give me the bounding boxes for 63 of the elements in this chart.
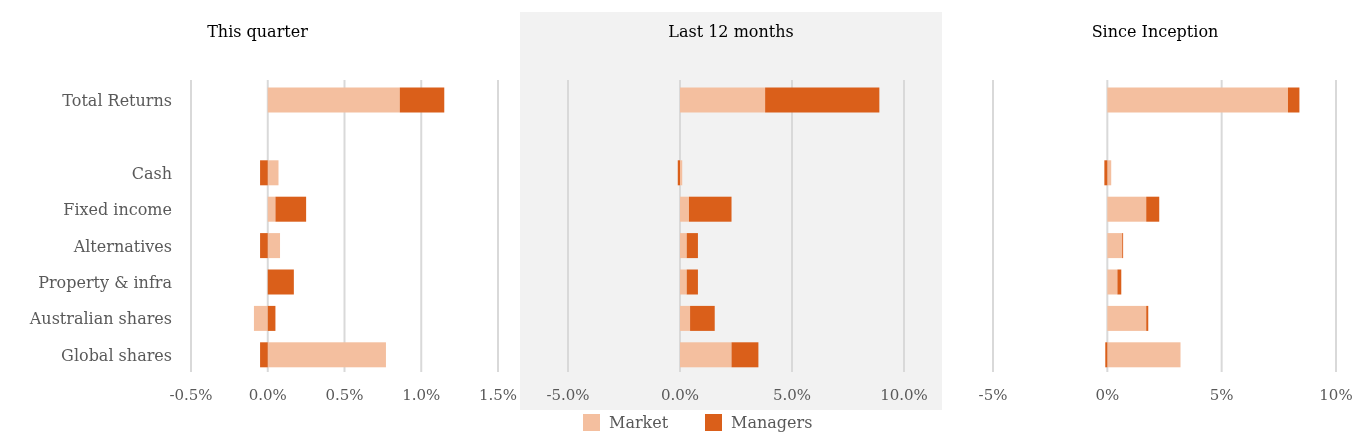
bar	[680, 342, 732, 368]
x-tick-label: 0.5%	[325, 386, 364, 404]
legend-label: Managers	[731, 413, 813, 432]
bar	[731, 342, 759, 368]
bar	[1107, 233, 1123, 259]
bar	[680, 196, 689, 222]
bar	[1107, 342, 1181, 368]
y-tick-label: Global shares	[61, 345, 172, 365]
bar	[1146, 196, 1160, 222]
bar	[275, 196, 307, 222]
bar	[688, 196, 732, 222]
bar	[267, 87, 400, 113]
y-tick-label: Total Returns	[62, 91, 172, 110]
bar	[260, 342, 268, 368]
x-tick-label: 1.0%	[402, 386, 441, 404]
bar	[260, 233, 268, 259]
x-tick-label: 5%	[1209, 386, 1234, 404]
chart-title: This quarter	[207, 22, 309, 41]
bar	[680, 305, 691, 331]
bar	[686, 269, 698, 295]
x-tick-label: 10%	[1319, 386, 1352, 404]
bar	[680, 233, 687, 259]
bar	[1287, 87, 1300, 113]
x-tick-label: 0%	[1095, 386, 1120, 404]
bar	[399, 87, 445, 113]
bar	[1107, 160, 1112, 186]
x-tick-label: -5%	[978, 386, 1008, 404]
bar	[267, 160, 279, 186]
bar	[267, 342, 386, 368]
bar	[1104, 160, 1108, 186]
y-tick-label: Cash	[131, 163, 172, 183]
bar	[680, 269, 687, 295]
chart-title: Since Inception	[1091, 22, 1219, 41]
bar	[690, 305, 715, 331]
bar	[680, 87, 766, 113]
bar	[1107, 196, 1147, 222]
x-tick-label: -5.0%	[546, 386, 590, 404]
y-tick-label: Alternatives	[72, 236, 172, 256]
bar	[686, 233, 698, 259]
bar	[253, 305, 268, 331]
y-tick-label: Australian shares	[28, 309, 172, 329]
bar	[1117, 269, 1122, 295]
bar	[1107, 269, 1118, 295]
x-tick-label: 10.0%	[880, 386, 928, 404]
x-tick-label: 0.0%	[660, 386, 700, 404]
bar	[267, 269, 294, 295]
bar	[260, 160, 268, 186]
bar	[267, 305, 276, 331]
chart-title: Last 12 months	[668, 22, 794, 41]
bar	[1105, 342, 1108, 368]
bar	[267, 196, 276, 222]
bar	[765, 87, 880, 113]
bar	[1107, 305, 1147, 331]
x-tick-label: -0.5%	[169, 386, 213, 404]
legend-label: Market	[609, 413, 669, 432]
x-tick-label: 5.0%	[772, 386, 812, 404]
bar	[267, 233, 281, 259]
y-tick-label: Fixed income	[63, 200, 172, 220]
bar	[1107, 87, 1288, 113]
x-tick-label: 1.5%	[478, 386, 518, 404]
bar	[1146, 305, 1149, 331]
y-tick-label: Property & infra	[38, 273, 173, 292]
x-tick-label: 0.0%	[248, 386, 287, 404]
